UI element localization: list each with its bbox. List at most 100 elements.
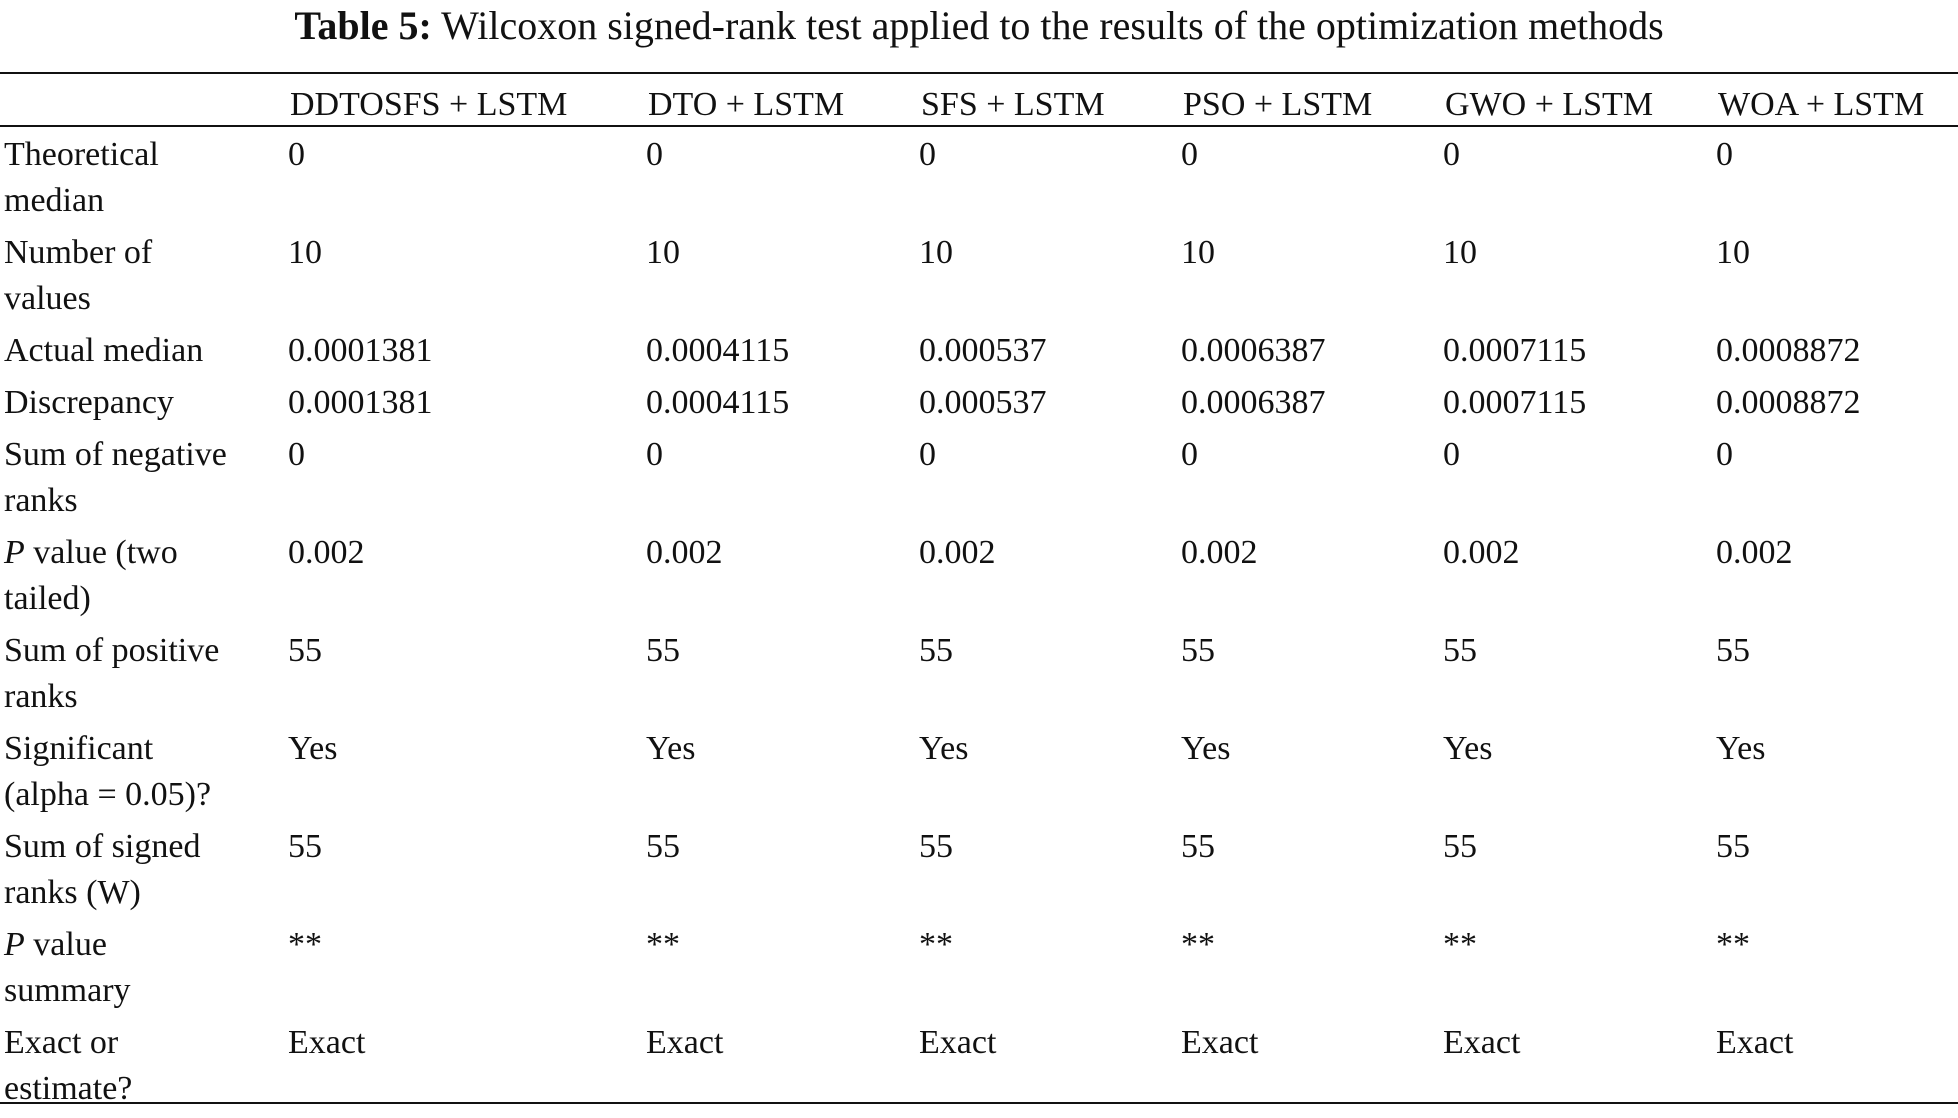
row-header: Actual median	[0, 328, 286, 380]
header-row: DDTOSFS + LSTM DTO + LSTM SFS + LSTM PSO + …	[0, 82, 1958, 128]
row-header: P value summary	[0, 922, 286, 1020]
column-header: DDTOSFS + LSTM	[290, 86, 568, 123]
row-header-text: Theoretical	[4, 136, 159, 173]
table-cell: 0.000537	[919, 384, 1047, 421]
row-header-line2: median	[4, 182, 105, 219]
table-cell: 55	[919, 632, 953, 669]
table-cell: Exact	[1181, 1024, 1259, 1061]
row-header-line1: P value (two	[4, 530, 286, 576]
row-header-text: value	[24, 926, 107, 963]
table-cell: 55	[288, 632, 322, 669]
table-cell: **	[1716, 926, 1750, 963]
table-cell: Yes	[1716, 730, 1766, 767]
table-cell: 0	[1181, 136, 1198, 173]
row-header: Sum of negative ranks	[0, 432, 286, 530]
table-cell: 55	[646, 632, 680, 669]
table-cell: **	[288, 926, 322, 963]
table-cell: 0.0008872	[1716, 384, 1861, 421]
table-cell: Yes	[646, 730, 696, 767]
table-row: P value (two tailed) 0.002 0.002 0.002 0.002 0…	[0, 530, 1958, 628]
table-cell: 55	[1443, 632, 1477, 669]
row-header-line2: ranks	[4, 678, 78, 715]
table-cell: 10	[646, 234, 680, 271]
table-cell: 0.0006387	[1181, 332, 1326, 369]
column-header: SFS + LSTM	[921, 86, 1105, 123]
table-cell: 10	[1716, 234, 1750, 271]
table-cell: 0.002	[1443, 534, 1520, 571]
table-row: Sum of signed ranks (W) 55 55 55 55 55 55	[0, 824, 1958, 922]
row-header: Theoretical median	[0, 128, 286, 230]
caption-text: Wilcoxon signed-rank test applied to the…	[441, 3, 1664, 48]
table-cell: 55	[1443, 828, 1477, 865]
table-cell: 55	[919, 828, 953, 865]
table-cell: 55	[1716, 828, 1750, 865]
table-cell: 0.0004115	[646, 332, 790, 369]
table-cell: 0.0006387	[1181, 384, 1326, 421]
table-cell: 0.000537	[919, 332, 1047, 369]
row-header-text: Actual median	[4, 332, 204, 369]
top-rule	[0, 72, 1958, 74]
table-cell: 0	[1716, 436, 1733, 473]
row-header-text: Significant	[4, 730, 154, 767]
table-body: Theoretical median 0 0 0 0 0 0 Number of values 10…	[0, 128, 1958, 1118]
table-caption: Table 5: Wilcoxon signed-rank test appli…	[0, 2, 1958, 50]
table-cell: Yes	[1181, 730, 1231, 767]
table-cell: **	[1181, 926, 1215, 963]
table-cell: 0.002	[646, 534, 723, 571]
row-header-text: Sum of positive	[4, 632, 220, 669]
table-cell: Exact	[1443, 1024, 1521, 1061]
table-cell: 0	[1716, 136, 1733, 173]
column-header: WOA + LSTM	[1718, 86, 1925, 123]
column-header: PSO + LSTM	[1183, 86, 1373, 123]
table-cell: 0.0001381	[288, 384, 433, 421]
row-header-line2: tailed)	[4, 580, 91, 617]
table-cell: Yes	[288, 730, 338, 767]
row-header-text: Discrepancy	[4, 384, 174, 421]
row-header-line2: ranks (W)	[4, 874, 141, 911]
row-header-text: Number of	[4, 234, 153, 271]
row-header-line1: Theoretical	[4, 132, 286, 178]
table-row: P value summary ** ** ** ** ** **	[0, 922, 1958, 1020]
row-header-line1: Discrepancy	[4, 380, 286, 426]
row-header: Sum of signed ranks (W)	[0, 824, 286, 922]
results-table: DDTOSFS + LSTM DTO + LSTM SFS + LSTM PSO + …	[0, 82, 1958, 1118]
table-cell: 0.002	[288, 534, 365, 571]
row-header-line2: summary	[4, 972, 131, 1009]
table-cell: 0	[1443, 436, 1460, 473]
table-cell: 10	[1181, 234, 1215, 271]
table-row: Exact or estimate? Exact Exact Exact Exact Exa…	[0, 1020, 1958, 1118]
table-cell: 0.0007115	[1443, 384, 1587, 421]
table-cell: 10	[919, 234, 953, 271]
table-cell: Yes	[919, 730, 969, 767]
table-cell: 0	[646, 136, 663, 173]
table-cell: 55	[646, 828, 680, 865]
bottom-rule	[0, 1102, 1958, 1104]
table-cell: 0	[288, 136, 305, 173]
row-header-text: value (two	[24, 534, 178, 571]
row-header-line1: Sum of signed	[4, 824, 286, 870]
table-cell: 0.0007115	[1443, 332, 1587, 369]
table-row: Significant (alpha = 0.05)? Yes Yes Yes Yes Ye…	[0, 726, 1958, 824]
row-header-line1: Actual median	[4, 328, 286, 374]
table-row: Number of values 10 10 10 10 10 10	[0, 230, 1958, 328]
table-row: Sum of negative ranks 0 0 0 0 0 0	[0, 432, 1958, 530]
column-header: GWO + LSTM	[1445, 86, 1654, 123]
table-row: Discrepancy 0.0001381 0.0004115 0.000537 0.0…	[0, 380, 1958, 432]
row-header-line1: Exact or	[4, 1020, 286, 1066]
table-cell: **	[919, 926, 953, 963]
table-cell: 0.002	[919, 534, 996, 571]
table-cell: 0.002	[1716, 534, 1793, 571]
table-cell: 0	[919, 436, 936, 473]
table-cell: 0.0008872	[1716, 332, 1861, 369]
row-header-line2: estimate?	[4, 1070, 133, 1107]
caption-label: Table 5:	[294, 3, 432, 48]
row-header-text: Exact or	[4, 1024, 119, 1061]
column-header: DTO + LSTM	[648, 86, 845, 123]
row-header-line1: Significant	[4, 726, 286, 772]
row-header: P value (two tailed)	[0, 530, 286, 628]
row-header: Number of values	[0, 230, 286, 328]
table-cell: 55	[288, 828, 322, 865]
row-header-line2: ranks	[4, 482, 78, 519]
table-cell: 0.0001381	[288, 332, 433, 369]
row-header-line1: Sum of positive	[4, 628, 286, 674]
